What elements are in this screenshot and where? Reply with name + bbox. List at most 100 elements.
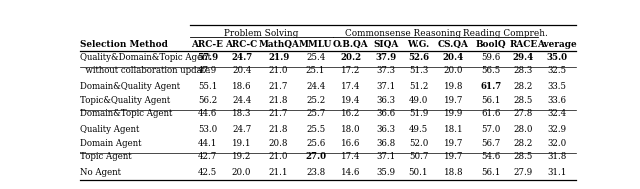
- Text: 21.7: 21.7: [269, 82, 288, 91]
- Text: Quality Agent: Quality Agent: [80, 125, 140, 134]
- Text: 28.0: 28.0: [513, 125, 533, 134]
- Text: Domain&Quality Agent: Domain&Quality Agent: [80, 82, 180, 91]
- Text: Domain Agent: Domain Agent: [80, 139, 141, 148]
- Text: 19.1: 19.1: [232, 139, 252, 148]
- Text: Domain&Topic Agent: Domain&Topic Agent: [80, 109, 172, 118]
- Text: Problem Solving: Problem Solving: [225, 29, 299, 37]
- Text: 23.8: 23.8: [306, 168, 325, 177]
- Text: 47.9: 47.9: [198, 66, 217, 75]
- Text: 54.6: 54.6: [481, 152, 500, 161]
- Text: 25.1: 25.1: [306, 66, 325, 75]
- Text: 17.2: 17.2: [341, 66, 360, 75]
- Text: 56.1: 56.1: [481, 168, 500, 177]
- Text: 20.8: 20.8: [269, 139, 289, 148]
- Text: 50.7: 50.7: [409, 152, 428, 161]
- Text: 61.6: 61.6: [481, 109, 500, 118]
- Text: 53.0: 53.0: [198, 125, 217, 134]
- Text: 20.4: 20.4: [443, 53, 464, 62]
- Text: 49.0: 49.0: [409, 96, 428, 105]
- Text: 51.3: 51.3: [409, 66, 428, 75]
- Text: 21.9: 21.9: [268, 53, 289, 62]
- Text: 37.1: 37.1: [376, 152, 396, 161]
- Text: 50.1: 50.1: [409, 168, 428, 177]
- Text: 19.2: 19.2: [232, 152, 252, 161]
- Text: 17.4: 17.4: [341, 82, 360, 91]
- Text: 25.2: 25.2: [306, 96, 325, 105]
- Text: 24.7: 24.7: [232, 125, 252, 134]
- Text: 18.6: 18.6: [232, 82, 252, 91]
- Text: 33.6: 33.6: [548, 96, 567, 105]
- Text: 17.4: 17.4: [341, 152, 360, 161]
- Text: 18.0: 18.0: [341, 125, 360, 134]
- Text: Average: Average: [538, 40, 577, 49]
- Text: 24.7: 24.7: [231, 53, 252, 62]
- Text: 32.9: 32.9: [548, 125, 567, 134]
- Text: 37.1: 37.1: [376, 82, 396, 91]
- Text: 28.3: 28.3: [514, 66, 533, 75]
- Text: 36.3: 36.3: [376, 96, 396, 105]
- Text: CS.QA: CS.QA: [438, 40, 469, 49]
- Text: 37.3: 37.3: [376, 66, 396, 75]
- Text: 29.4: 29.4: [513, 53, 534, 62]
- Text: Reading Compreh.: Reading Compreh.: [463, 29, 548, 37]
- Text: 44.6: 44.6: [198, 109, 217, 118]
- Text: 51.2: 51.2: [409, 82, 428, 91]
- Text: 28.5: 28.5: [514, 152, 533, 161]
- Text: W.G.: W.G.: [408, 40, 429, 49]
- Text: 20.0: 20.0: [444, 66, 463, 75]
- Text: SIQA: SIQA: [373, 40, 399, 49]
- Text: 36.8: 36.8: [376, 139, 396, 148]
- Text: 32.4: 32.4: [548, 109, 567, 118]
- Text: ARC-E: ARC-E: [191, 40, 223, 49]
- Text: BoolQ: BoolQ: [476, 40, 506, 49]
- Text: 56.2: 56.2: [198, 96, 217, 105]
- Text: 18.3: 18.3: [232, 109, 252, 118]
- Text: 52.6: 52.6: [408, 53, 429, 62]
- Text: No Agent: No Agent: [80, 168, 121, 177]
- Text: 19.9: 19.9: [444, 109, 463, 118]
- Text: 31.1: 31.1: [548, 168, 567, 177]
- Text: 25.4: 25.4: [306, 53, 325, 62]
- Text: 25.6: 25.6: [306, 139, 325, 148]
- Text: 55.1: 55.1: [198, 82, 217, 91]
- Text: 24.4: 24.4: [306, 82, 325, 91]
- Text: 35.0: 35.0: [547, 53, 568, 62]
- Text: Commonsense Reasoning: Commonsense Reasoning: [345, 29, 461, 37]
- Text: 16.2: 16.2: [341, 109, 360, 118]
- Text: 24.4: 24.4: [232, 96, 252, 105]
- Text: 25.5: 25.5: [306, 125, 325, 134]
- Text: 33.5: 33.5: [548, 82, 567, 91]
- Text: 56.7: 56.7: [481, 139, 500, 148]
- Text: 21.7: 21.7: [269, 109, 288, 118]
- Text: 51.9: 51.9: [409, 109, 428, 118]
- Text: 61.7: 61.7: [480, 82, 501, 91]
- Text: 28.2: 28.2: [514, 139, 533, 148]
- Text: 28.5: 28.5: [514, 96, 533, 105]
- Text: 27.0: 27.0: [305, 152, 326, 161]
- Text: 19.7: 19.7: [444, 152, 463, 161]
- Text: 32.5: 32.5: [548, 66, 567, 75]
- Text: 56.5: 56.5: [481, 66, 500, 75]
- Text: 21.8: 21.8: [269, 96, 289, 105]
- Text: ARC-C: ARC-C: [225, 40, 258, 49]
- Text: 59.6: 59.6: [481, 53, 500, 62]
- Text: 18.1: 18.1: [444, 125, 463, 134]
- Text: 28.2: 28.2: [514, 82, 533, 91]
- Text: 20.4: 20.4: [232, 66, 252, 75]
- Text: MathQA: MathQA: [258, 40, 299, 49]
- Text: without collaboration update: without collaboration update: [80, 66, 210, 75]
- Text: MMLU: MMLU: [299, 40, 332, 49]
- Text: 57.9: 57.9: [197, 53, 218, 62]
- Text: Selection Method: Selection Method: [80, 40, 168, 49]
- Text: 57.0: 57.0: [481, 125, 500, 134]
- Text: 18.8: 18.8: [444, 168, 463, 177]
- Text: 56.1: 56.1: [481, 96, 500, 105]
- Text: 16.6: 16.6: [341, 139, 360, 148]
- Text: 36.3: 36.3: [376, 125, 396, 134]
- Text: 20.0: 20.0: [232, 168, 252, 177]
- Text: 27.9: 27.9: [514, 168, 533, 177]
- Text: RACE: RACE: [509, 40, 538, 49]
- Text: 49.5: 49.5: [409, 125, 428, 134]
- Text: 32.0: 32.0: [548, 139, 567, 148]
- Text: 21.1: 21.1: [269, 168, 289, 177]
